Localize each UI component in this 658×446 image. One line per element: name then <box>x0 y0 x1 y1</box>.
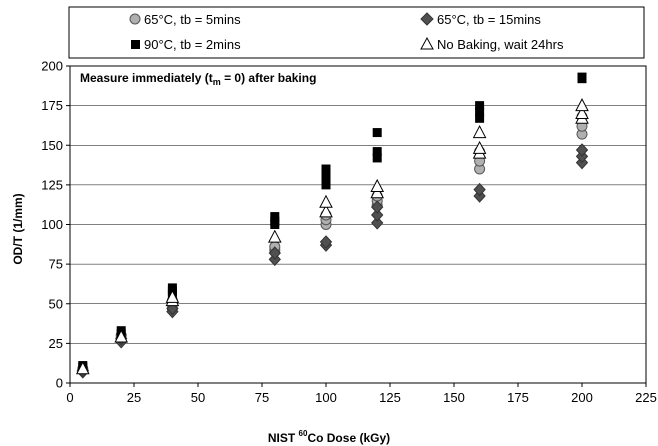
data-point-series-3 <box>475 113 485 123</box>
data-point-series-2 <box>371 200 384 214</box>
x-tick-label: 75 <box>255 390 269 405</box>
data-point-series-3 <box>372 153 382 163</box>
data-point-series-2 <box>319 235 333 249</box>
y-tick-label: 175 <box>41 98 63 113</box>
x-tick-label: 0 <box>66 390 73 405</box>
data-point-series-4 <box>575 105 589 120</box>
data-point-series-3 <box>475 101 485 111</box>
data-point-series-3 <box>321 169 331 179</box>
data-point-series-4 <box>319 194 333 208</box>
y-tick-label: 50 <box>49 296 63 311</box>
legend-marker-triangle <box>420 36 434 50</box>
y-tick-label: 125 <box>41 177 63 192</box>
data-point-series-3 <box>372 147 382 157</box>
x-tick-label: 125 <box>379 390 401 405</box>
legend-item-2: 65°C, tb = 15mins <box>420 12 541 27</box>
annotation: Measure immediately (tm = 0) after bakin… <box>80 71 316 87</box>
legend-marker-square <box>131 40 140 49</box>
legend-label-1: 65°C, tb = 5mins <box>144 12 241 27</box>
data-point-series-3 <box>167 283 177 293</box>
legend-item-4: No Baking, wait 24hrs <box>420 36 564 52</box>
y-tick-label: 200 <box>41 59 63 74</box>
x-tick-label: 200 <box>571 390 593 405</box>
data-point-series-2 <box>575 143 589 157</box>
gridlines <box>70 105 646 344</box>
x-tick-label: 25 <box>127 390 141 405</box>
legend: 65°C, tb = 5mins 65°C, tb = 15mins 90°C,… <box>68 6 645 59</box>
data-point-series-2 <box>371 208 384 222</box>
y-tick-label: 75 <box>49 257 63 272</box>
y-tick-label: 150 <box>41 138 63 153</box>
data-point-series-3 <box>475 107 485 117</box>
data-point-series-4 <box>267 229 282 243</box>
x-tick-label: 50 <box>191 390 205 405</box>
y-tick-label: 0 <box>56 376 63 391</box>
y-axis-title: OD/T (1/mm) <box>11 193 25 264</box>
x-tick-label: 175 <box>507 390 529 405</box>
y-tick-label: 25 <box>49 336 63 351</box>
data-point-series-3 <box>577 72 587 82</box>
annotation-sub: m <box>213 77 221 87</box>
data-point-series-3 <box>321 175 331 185</box>
legend-label-2: 65°C, tb = 15mins <box>437 12 541 27</box>
data-point-series-3 <box>270 212 280 222</box>
data-point-series-4 <box>575 98 589 112</box>
x-tick-label: 100 <box>315 390 337 405</box>
data-point-series-4 <box>75 361 90 375</box>
legend-item-1: 65°C, tb = 5mins <box>129 12 241 27</box>
x-tick-label: 150 <box>443 390 465 405</box>
x-tick-label: 225 <box>635 390 657 405</box>
x-axis-title-post: Co Dose (kGy) <box>307 431 390 445</box>
x-axis-title-pre: NIST <box>268 431 299 445</box>
data-point-series-4 <box>370 178 385 192</box>
data-point-series-4 <box>472 124 487 139</box>
x-axis-title: NIST 60Co Dose (kGy) <box>268 429 390 445</box>
data-point-series-3 <box>321 180 331 190</box>
legend-item-3: 90°C, tb = 2mins <box>131 37 241 52</box>
legend-marker-circle <box>129 13 141 25</box>
x-axis-title-sup: 60 <box>299 429 308 438</box>
data-point-series-4 <box>319 204 333 218</box>
data-point-series-2 <box>371 216 384 230</box>
data-point-series-4 <box>370 185 385 199</box>
data-point-series-4 <box>472 140 487 154</box>
data-point-series-4 <box>114 329 129 343</box>
y-tick-label: 100 <box>41 217 63 232</box>
annotation-tail: = 0) after baking <box>221 71 317 85</box>
axes: 0 25 50 75 100 125 150 175 200 0 25 50 75 100 125 150 17… <box>41 59 657 406</box>
annotation-main: Measure immediately (t <box>80 71 213 85</box>
legend-marker-diamond <box>420 12 434 26</box>
data-point-series-3 <box>321 164 331 174</box>
data-point-series-2 <box>473 182 486 197</box>
data-point-series-3 <box>270 216 280 226</box>
data-points <box>75 72 589 379</box>
data-point-series-3 <box>372 128 382 138</box>
data-point-series-4 <box>165 289 180 303</box>
legend-label-3: 90°C, tb = 2mins <box>144 37 241 52</box>
legend-label-4: No Baking, wait 24hrs <box>437 37 564 52</box>
legend-box <box>68 6 645 59</box>
data-point-series-2 <box>268 246 281 260</box>
